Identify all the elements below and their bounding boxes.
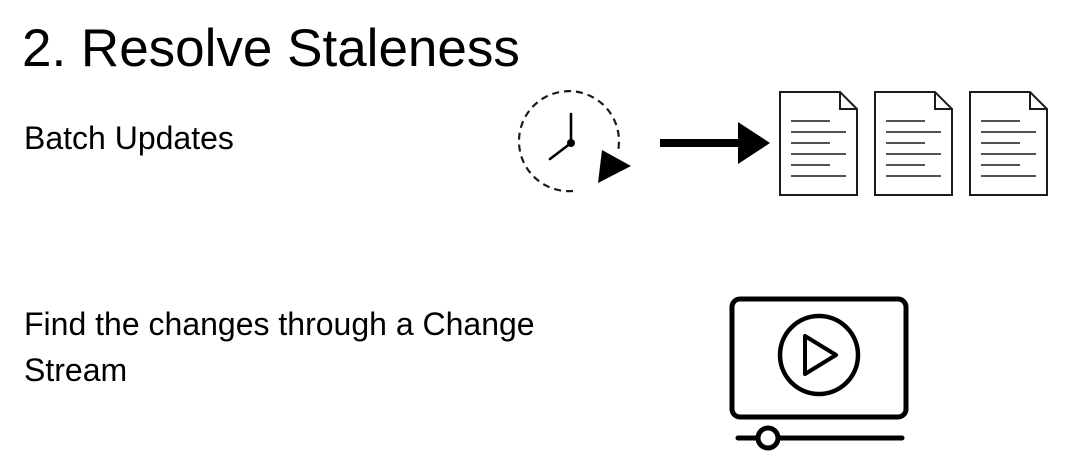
document-icon (779, 91, 858, 196)
batch-updates-text: Batch Updates (24, 120, 234, 156)
document-icon (969, 91, 1048, 196)
clock-icon (517, 90, 631, 193)
arrow-right-icon (660, 122, 770, 164)
video-player-icon (729, 296, 909, 451)
slide-title: 2. Resolve Staleness (22, 19, 520, 78)
document-icon (874, 91, 953, 196)
change-stream-text: Find the changes through a Change Stream (24, 306, 535, 388)
